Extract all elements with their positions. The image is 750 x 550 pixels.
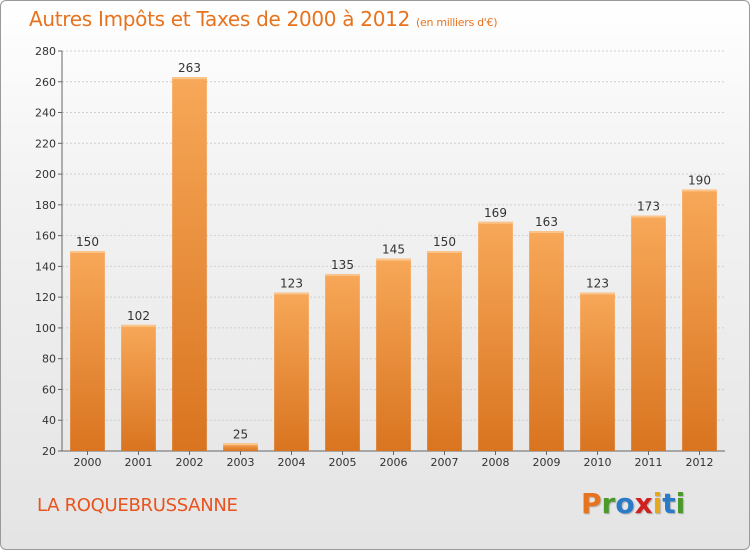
y-tick-label: 80 <box>42 353 56 366</box>
bar-2000 <box>70 251 105 451</box>
x-tick-labels: 2000 2001 2002 2003 2004 2005 2006 2007 2008 2009… <box>74 451 714 469</box>
y-tick-label: 200 <box>35 168 56 181</box>
data-label-2002: 263 <box>178 61 201 75</box>
y-tick-label: 120 <box>35 291 56 304</box>
bar-top-highlight <box>274 292 309 295</box>
bar-top-highlight <box>580 292 615 295</box>
data-label-2011: 173 <box>637 200 660 214</box>
data-label-2006: 145 <box>382 243 405 257</box>
bar-top-highlight <box>529 231 564 233</box>
bars <box>70 77 717 452</box>
data-label-2012: 190 <box>688 173 711 187</box>
data-label-2007: 150 <box>433 235 456 249</box>
bar-top-highlight <box>121 324 156 327</box>
bar-2001 <box>121 324 156 451</box>
bar-top-highlight <box>172 77 207 80</box>
x-tick-label-2009: 2009 <box>533 456 561 469</box>
y-tick-label: 160 <box>35 230 56 243</box>
data-label-2008: 169 <box>484 206 507 220</box>
bar-top-highlight <box>376 258 411 261</box>
x-tick-label-2003: 2003 <box>227 456 255 469</box>
bar-2012 <box>682 189 717 451</box>
x-tick-label-2008: 2008 <box>482 456 510 469</box>
bar-top-highlight <box>631 215 666 218</box>
bar-top-highlight <box>682 189 717 192</box>
logo-letter: t <box>662 487 676 520</box>
y-tick-label: 20 <box>42 445 56 458</box>
data-labels: 150 102 263 25 123 135 145 150 169 163 123 173 190 <box>76 61 711 441</box>
chart-title-text: Autres Impôts et Taxes de 2000 à 2012 <box>29 7 410 31</box>
commune-name: LA ROQUEBRUSSANNE <box>37 495 238 516</box>
x-tick-label-2004: 2004 <box>278 456 306 469</box>
bar-top-highlight <box>325 274 360 277</box>
y-tick-label: 40 <box>42 414 56 427</box>
x-tick-label-2002: 2002 <box>176 456 204 469</box>
y-tick-label: 220 <box>35 137 56 150</box>
bar-2010 <box>580 292 615 451</box>
logo-letter: o <box>615 487 635 520</box>
chart-title: Autres Impôts et Taxes de 2000 à 2012 (en… <box>29 7 497 31</box>
bar-2009 <box>529 231 564 451</box>
data-label-2004: 123 <box>280 277 303 291</box>
y-tick-label: 100 <box>35 322 56 335</box>
x-tick-label-2001: 2001 <box>125 456 153 469</box>
bar-top-highlight <box>70 251 105 253</box>
data-label-2005: 135 <box>331 258 354 272</box>
x-tick-label-2011: 2011 <box>635 456 663 469</box>
bar-top-highlight <box>478 221 513 224</box>
bar-2011 <box>631 215 666 451</box>
y-tick-label: 140 <box>35 260 56 273</box>
logo-letter: x <box>634 487 653 520</box>
data-label-2010: 123 <box>586 277 609 291</box>
data-label-2001: 102 <box>127 309 150 323</box>
logo-letter: P <box>581 487 602 520</box>
x-tick-label-2007: 2007 <box>431 456 459 469</box>
bar-top-highlight <box>427 251 462 253</box>
y-tick-label: 280 <box>35 45 56 58</box>
bar-top-highlight <box>223 443 258 446</box>
data-label-2000: 150 <box>76 235 99 249</box>
bar-2007 <box>427 251 462 451</box>
y-tick-label: 260 <box>35 76 56 89</box>
data-label-2009: 163 <box>535 215 558 229</box>
bar-2006 <box>376 258 411 451</box>
y-tick-label: 240 <box>35 107 56 120</box>
x-tick-label-2005: 2005 <box>329 456 357 469</box>
bar-2005 <box>325 274 360 451</box>
proxiti-logo: Proxiti <box>581 487 685 520</box>
y-tick-label: 60 <box>42 383 56 396</box>
bar-2008 <box>478 221 513 451</box>
logo-letter: i <box>675 487 686 520</box>
x-tick-label-2010: 2010 <box>584 456 612 469</box>
y-tick-label: 180 <box>35 199 56 212</box>
chart-unit: (en milliers d'€) <box>416 16 498 29</box>
bar-2003 <box>223 443 258 451</box>
bar-2004 <box>274 292 309 451</box>
data-label-2003: 25 <box>233 427 248 441</box>
logo-letter: i <box>652 487 663 520</box>
x-tick-label-2000: 2000 <box>74 456 102 469</box>
x-tick-label-2006: 2006 <box>380 456 408 469</box>
y-tick-labels: 20 40 60 80 100 120 140 160 180 200 220 240 260 280 <box>35 45 56 458</box>
bar-2002 <box>172 77 207 452</box>
logo-letter: r <box>601 487 616 520</box>
x-tick-label-2012: 2012 <box>686 456 714 469</box>
